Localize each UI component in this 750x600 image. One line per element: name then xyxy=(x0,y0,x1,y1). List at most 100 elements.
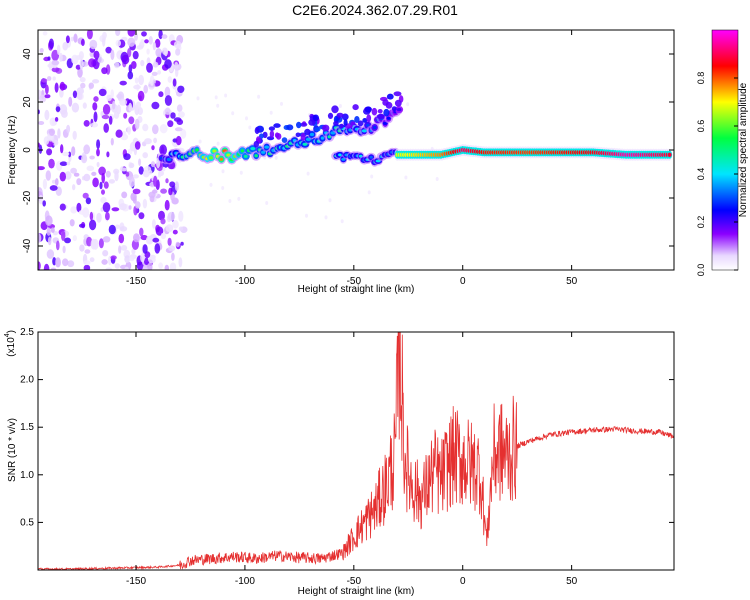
snr-y-tick-label: 2.5 xyxy=(20,327,34,338)
spectrogram-noise-blob xyxy=(175,241,180,248)
spectrogram-noise-blob xyxy=(121,54,130,65)
spectrogram-ridge-scatter xyxy=(268,126,275,131)
spectrogram-noise-blob xyxy=(50,267,57,270)
spectrogram-noise-blob xyxy=(269,110,273,115)
spectrogram-noise-blob xyxy=(45,84,49,95)
spectrogram-noise-blob xyxy=(61,109,68,118)
spectrogram-noise-blob xyxy=(140,39,145,45)
spectrogram-noise-blob xyxy=(178,210,184,222)
spectrogram-noise-blob xyxy=(115,129,123,138)
spectrogram-noise-blob xyxy=(135,101,141,110)
spectrogram-noise-blob xyxy=(68,96,73,107)
spectrogram-ridge-core xyxy=(386,116,391,120)
spectrogram-noise-blob xyxy=(70,167,77,174)
spectrogram-noise-blob xyxy=(152,61,159,68)
spectrogram-noise-blob xyxy=(103,181,109,189)
spectrogram-noise-blob xyxy=(60,144,64,154)
snr-x-tick-label: 0 xyxy=(460,576,466,587)
spectrogram-noise-blob xyxy=(164,199,170,211)
spectrogram-noise-blob xyxy=(152,237,160,243)
spectrogram-x-tick-label: -150 xyxy=(126,276,146,287)
spectrogram-noise-blob xyxy=(148,256,156,264)
spectrogram-noise-blob xyxy=(67,260,75,268)
spectrogram-noise-blob xyxy=(43,263,50,270)
spectrogram-noise-blob xyxy=(69,219,75,227)
spectrogram-y-tick-label: -20 xyxy=(22,190,33,205)
snr-y-tick-label: 1.5 xyxy=(20,422,34,433)
spectrogram-noise-blob xyxy=(169,262,177,270)
spectrogram-noise-blob xyxy=(42,200,46,207)
spectrogram-noise-blob xyxy=(76,178,82,186)
spectrogram-ridge-scatter xyxy=(300,132,306,141)
snr-y-label: SNR (10 * v/v) xyxy=(7,418,18,482)
spectrogram-noise-blob xyxy=(101,259,108,265)
spectrogram-noise-blob xyxy=(177,85,185,94)
spectrogram-noise-blob xyxy=(55,257,61,268)
spectrogram-noise-blob xyxy=(280,101,283,106)
spectrogram-noise-blob xyxy=(59,88,64,98)
spectrogram-noise-blob xyxy=(72,184,76,191)
spectrogram-noise-blob xyxy=(338,104,342,108)
spectrogram-noise-blob xyxy=(70,206,78,214)
spectrogram-noise-blob xyxy=(142,123,149,132)
spectrogram-noise-blob xyxy=(101,67,108,75)
spectrogram-noise-blob xyxy=(44,94,51,99)
spectrogram-noise-blob xyxy=(328,198,332,203)
spectrogram-ridge-core xyxy=(240,149,244,153)
spectrogram-y-label: Frequency (Hz) xyxy=(7,116,18,185)
spectrogram-noise-blob xyxy=(101,114,110,120)
spectrogram-noise-blob xyxy=(89,39,98,50)
spectrogram-noise-blob xyxy=(81,154,88,164)
spectrogram-noise-blob xyxy=(162,166,166,172)
spectrogram-noise-blob xyxy=(105,170,111,178)
snr-x-label: Height of straight line (km) xyxy=(298,586,415,597)
spectrogram-noise-blob xyxy=(224,93,228,98)
spectrogram-noise-blob xyxy=(172,78,177,87)
spectrogram-noise-blob xyxy=(93,50,100,59)
spectrogram-noise-blob xyxy=(111,207,120,212)
spectrogram-ridge-core xyxy=(320,136,325,140)
spectrogram-noise-blob xyxy=(162,47,168,55)
spectrogram-ridge-scatter xyxy=(269,130,275,139)
spectrogram-noise-blob xyxy=(106,94,112,102)
spectrogram-noise-blob xyxy=(167,76,172,83)
spectrogram-noise-blob xyxy=(61,230,66,242)
spectrogram-noise-blob xyxy=(123,153,131,161)
spectrogram-noise-blob xyxy=(127,48,132,58)
spectrogram-noise-blob xyxy=(103,123,109,133)
spectrogram-noise-blob xyxy=(140,59,145,67)
spectrogram-ridge-scatter xyxy=(343,119,348,126)
spectrogram-ridge-core xyxy=(243,154,248,158)
spectrogram-noise-blob xyxy=(64,237,71,244)
spectrogram-noise-blob xyxy=(110,137,114,146)
spectrogram-noise-blob xyxy=(47,236,52,246)
spectrogram-noise-blob xyxy=(216,141,220,146)
spectrogram-noise-blob xyxy=(144,257,149,265)
spectrogram-noise-blob xyxy=(153,137,158,144)
spectrogram-noise-blob xyxy=(102,250,109,257)
spectrogram-noise-blob xyxy=(115,39,122,47)
spectrogram-noise-blob xyxy=(84,249,91,254)
spectrogram-noise-blob xyxy=(102,236,111,243)
spectrogram-noise-blob xyxy=(102,104,111,115)
spectrogram-noise-blob xyxy=(135,201,141,209)
spectrogram-noise-blob xyxy=(239,170,243,175)
spectrogram-noise-blob xyxy=(46,148,53,156)
spectrogram-noise-blob xyxy=(127,71,134,80)
spectrogram-ridge-scatter xyxy=(350,121,356,126)
spectrogram-noise-blob xyxy=(406,102,410,107)
spectrogram-noise-blob xyxy=(124,266,129,270)
spectrogram-noise-blob xyxy=(83,173,91,182)
spectrogram-noise-blob xyxy=(151,189,158,194)
spectrogram-noise-blob xyxy=(106,151,110,158)
spectrogram-ridge-scatter xyxy=(327,112,334,119)
spectrogram-ridge-scatter xyxy=(364,106,372,113)
spectrogram-noise-blob xyxy=(158,262,164,269)
spectrogram-noise-blob xyxy=(170,112,176,119)
spectrogram-x-tick-label: 0 xyxy=(460,276,466,287)
spectrogram-noise-blob xyxy=(116,93,123,99)
spectrogram-ridge-scatter xyxy=(281,137,288,144)
spectrogram-noise-blob xyxy=(72,90,78,99)
spectrogram-noise-blob xyxy=(79,77,86,83)
